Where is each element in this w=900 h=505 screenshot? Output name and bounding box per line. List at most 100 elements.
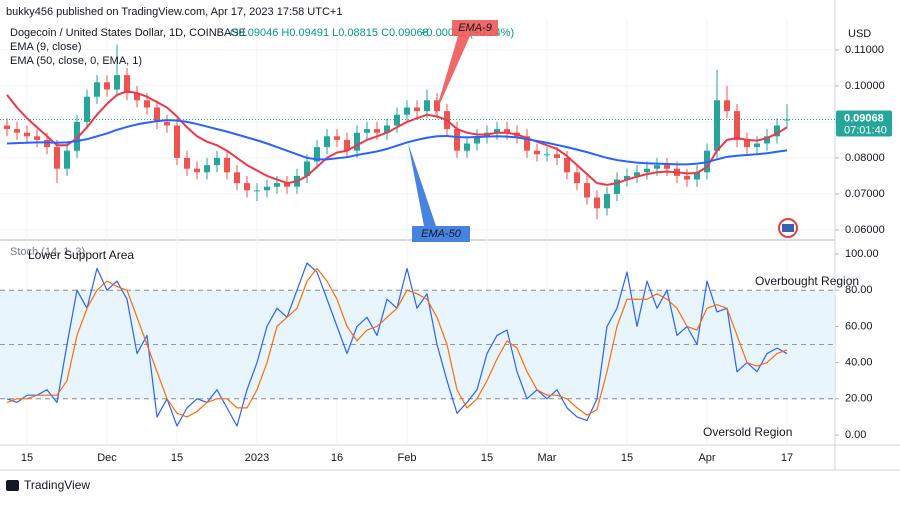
candle-body xyxy=(234,172,240,184)
candle-body xyxy=(54,147,60,169)
candle-body xyxy=(244,183,250,191)
x-tick-label: Feb xyxy=(398,452,417,464)
last-price-box xyxy=(836,110,892,137)
candle-body xyxy=(324,136,330,148)
countdown-label: 07:01:40 xyxy=(844,124,887,136)
candle-body xyxy=(414,107,420,112)
candle-body xyxy=(614,179,620,194)
candle-body xyxy=(134,93,140,101)
candle-body xyxy=(564,157,570,173)
flag-icon-stripe xyxy=(782,224,794,232)
candle-body xyxy=(604,193,610,209)
candle-body xyxy=(404,107,410,115)
series-line xyxy=(6,267,788,418)
y-tick-label: 20.00 xyxy=(845,393,873,405)
candle-body xyxy=(584,183,590,198)
candle-body xyxy=(114,75,120,90)
candle-body xyxy=(44,139,50,148)
y-tick-label: 0.11000 xyxy=(845,44,884,56)
candle-body xyxy=(304,161,310,176)
series-line xyxy=(6,119,788,166)
candle-body xyxy=(424,100,430,112)
candle-body xyxy=(574,172,580,184)
candle-body xyxy=(254,190,260,192)
ohlc-values: O0.09046 H0.09491 L0.08815 C0.09068 xyxy=(230,27,429,39)
y-tick-label: 80.00 xyxy=(845,284,873,296)
annotation: Overbought Region xyxy=(755,274,859,288)
candle-body xyxy=(774,125,780,137)
x-tick-label: 15 xyxy=(171,452,183,464)
candle-body xyxy=(374,129,380,133)
candle-body xyxy=(74,121,80,151)
candle-body xyxy=(284,183,290,187)
candle-body xyxy=(474,136,480,144)
y-tick-label: 40.00 xyxy=(845,357,873,369)
candle-body xyxy=(334,136,340,140)
callout-label: EMA-9 xyxy=(458,22,492,34)
y-tick-label: 100.00 xyxy=(845,248,879,260)
candle-body xyxy=(744,139,750,148)
candle-body xyxy=(634,172,640,176)
candle-body xyxy=(64,150,70,169)
candle-body xyxy=(224,157,230,173)
candle-body xyxy=(644,168,650,173)
legend-entry: EMA (50, close, 0, EMA, 1) xyxy=(10,55,142,67)
publisher: bukky456 published on TradingView.com, A… xyxy=(6,6,342,18)
x-tick-label: 15 xyxy=(481,452,493,464)
last-price-label: 0.09068 xyxy=(844,112,884,124)
candle-body xyxy=(124,75,130,94)
candle-body xyxy=(214,157,220,166)
callout-shape xyxy=(408,143,470,242)
candle-body xyxy=(594,197,600,209)
candle-body xyxy=(344,139,350,151)
x-tick-label: Apr xyxy=(698,452,715,464)
x-tick-label: 17 xyxy=(781,452,793,464)
series-line xyxy=(6,90,788,186)
candle-body xyxy=(354,132,360,151)
candle-body xyxy=(164,121,170,126)
candle-body xyxy=(144,100,150,108)
candle-body xyxy=(464,143,470,151)
candle-body xyxy=(524,136,530,151)
candle-body xyxy=(534,150,540,155)
candle-body xyxy=(664,165,670,169)
x-tick-label: 2023 xyxy=(245,452,269,464)
candle-body xyxy=(764,136,770,144)
x-tick-label: 15 xyxy=(21,452,33,464)
y-tick-label: 0.00 xyxy=(845,429,866,441)
candle-body xyxy=(624,175,630,180)
candle-body xyxy=(184,157,190,169)
logo-text: TradingView xyxy=(24,478,90,492)
annotation: Oversold Region xyxy=(703,425,792,439)
candle-body xyxy=(174,125,180,158)
y-tick-label: 0.07000 xyxy=(845,188,885,200)
candle-body xyxy=(684,175,690,180)
candle-body xyxy=(154,107,160,122)
candle-body xyxy=(94,82,100,97)
candle-body xyxy=(394,114,400,126)
x-tick-label: 15 xyxy=(621,452,633,464)
callout-shape xyxy=(434,20,498,117)
y-tick-label: 0.10000 xyxy=(845,80,885,92)
candle-body xyxy=(84,96,90,122)
callout-label: EMA-50 xyxy=(421,228,462,240)
candle-body xyxy=(544,154,550,156)
candle-body xyxy=(494,129,500,133)
logo-icon xyxy=(6,480,19,491)
candle-body xyxy=(554,154,560,158)
y-tick-label: 60.00 xyxy=(845,320,873,332)
candle-body xyxy=(364,129,370,133)
candle-body xyxy=(104,82,110,90)
candle-body xyxy=(34,136,40,140)
candle-body xyxy=(714,100,720,151)
candle-body xyxy=(194,168,200,173)
x-tick-label: Mar xyxy=(538,452,557,464)
currency-label: USD xyxy=(848,28,871,40)
x-tick-label: Dec xyxy=(97,452,117,464)
x-tick-label: 16 xyxy=(331,452,343,464)
candle-body xyxy=(734,111,740,140)
candle-body xyxy=(204,165,210,173)
candle-body xyxy=(24,132,30,137)
